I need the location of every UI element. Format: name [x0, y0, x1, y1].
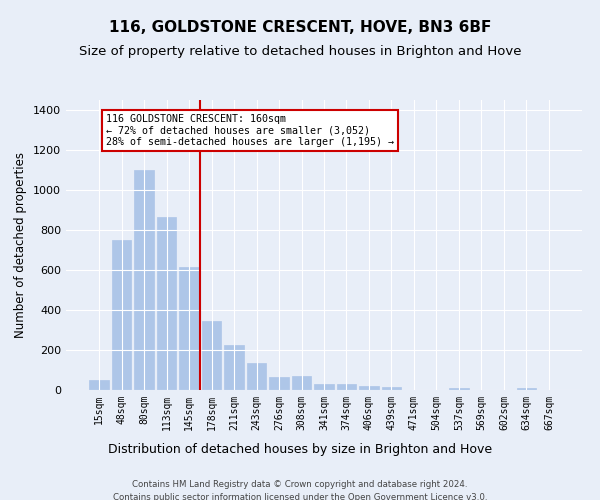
Text: 116 GOLDSTONE CRESCENT: 160sqm
← 72% of detached houses are smaller (3,052)
28% : 116 GOLDSTONE CRESCENT: 160sqm ← 72% of …	[106, 114, 394, 147]
Bar	[269, 377, 289, 390]
Text: Contains public sector information licensed under the Open Government Licence v3: Contains public sector information licen…	[113, 492, 487, 500]
Bar	[112, 240, 131, 390]
Bar	[202, 321, 221, 390]
Text: 116, GOLDSTONE CRESCENT, HOVE, BN3 6BF: 116, GOLDSTONE CRESCENT, HOVE, BN3 6BF	[109, 20, 491, 35]
Bar	[157, 217, 176, 390]
Bar	[134, 170, 154, 390]
Bar	[89, 380, 109, 390]
Y-axis label: Number of detached properties: Number of detached properties	[14, 152, 28, 338]
Bar	[179, 267, 199, 390]
Bar	[449, 388, 469, 390]
Bar	[314, 384, 334, 390]
Bar	[247, 363, 266, 390]
Bar	[337, 384, 356, 390]
Bar	[382, 387, 401, 390]
Bar	[292, 376, 311, 390]
Text: Distribution of detached houses by size in Brighton and Hove: Distribution of detached houses by size …	[108, 442, 492, 456]
Bar	[517, 388, 536, 390]
Bar	[359, 386, 379, 390]
Bar	[224, 345, 244, 390]
Text: Size of property relative to detached houses in Brighton and Hove: Size of property relative to detached ho…	[79, 45, 521, 58]
Text: Contains HM Land Registry data © Crown copyright and database right 2024.: Contains HM Land Registry data © Crown c…	[132, 480, 468, 489]
